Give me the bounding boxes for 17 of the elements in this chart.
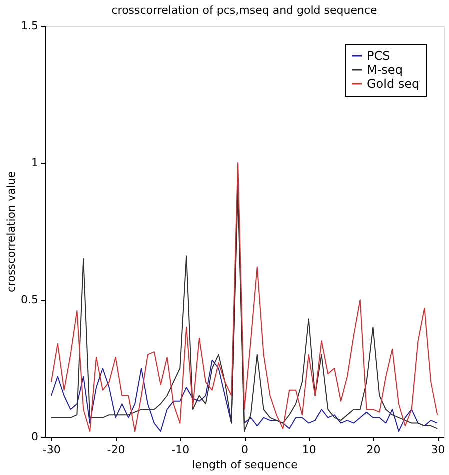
x-tick-label: -10: [172, 444, 190, 456]
legend-label: PCS: [367, 49, 390, 63]
y-tick-label: 1: [32, 156, 38, 170]
x-tick-label: 0: [242, 444, 248, 456]
x-tick-label: 20: [366, 444, 381, 456]
y-tick-label: 1.5: [21, 20, 38, 32]
x-tick-label: -30: [42, 444, 61, 456]
chart-title: crosscorrelation of pcs,mseq and gold sequence: [112, 4, 378, 17]
x-tick-label: 30: [431, 444, 446, 456]
y-tick-label: 0.5: [21, 294, 38, 306]
legend-label: Gold seq: [367, 77, 420, 91]
x-tick-label: -20: [107, 444, 126, 456]
x-tick-label: 10: [302, 444, 316, 456]
x-axis-title: length of sequence: [192, 458, 298, 472]
legend-label: M-seq: [367, 63, 403, 77]
y-axis-title: crosscorrelation value: [5, 171, 18, 293]
y-tick-label: 0: [32, 430, 38, 444]
